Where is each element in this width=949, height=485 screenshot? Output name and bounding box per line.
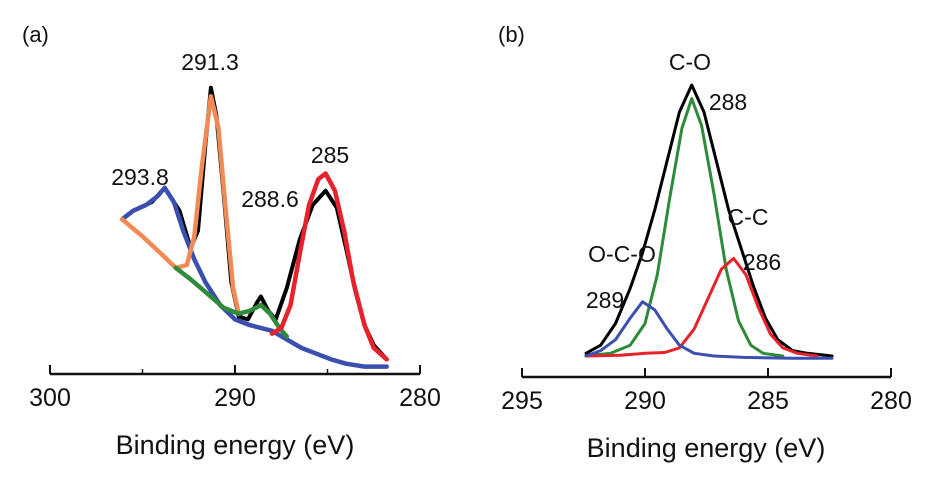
panel-b-series-o-c-o-fit-289 — [584, 300, 834, 360]
panel-a-annotation: 293.8 — [111, 164, 169, 190]
panel-b-annotation: 288 — [709, 89, 747, 115]
panel-a-label: (a) — [22, 22, 49, 47]
panel-b-x-axis-title: Binding energy (eV) — [587, 433, 826, 463]
panel-a-x-tick-label: 290 — [214, 384, 256, 412]
panel-a-series-peak-285-fit — [269, 171, 389, 362]
panel-a-series-background-293-8-fit — [119, 185, 389, 369]
panel-a-annotation: 288.6 — [241, 186, 299, 212]
panel-b-annotation: C-O — [669, 49, 711, 75]
panel-b-series-measured — [584, 83, 834, 358]
panel-a-x-axis-title: Binding energy (eV) — [116, 430, 355, 460]
panel-a-series-measured — [120, 85, 389, 362]
panel-a-x-tick-label: 280 — [399, 384, 441, 412]
panel-a-annotation: 291.3 — [181, 49, 239, 75]
panel-b: (b) 295 290 285 280 C-O 288 C-C 286 O-C-O 289 Bi… — [498, 22, 912, 463]
panel-a-annotation: 285 — [311, 142, 349, 168]
panel-b-annotation: O-C-O — [588, 241, 656, 267]
panel-b-annotation: 289 — [586, 287, 624, 313]
panel-b-series-c-c-fit-286 — [584, 256, 819, 358]
panel-b-x-tick-label: 290 — [624, 387, 666, 415]
panel-b-x-tick-label: 285 — [747, 387, 789, 415]
panel-a-series-peak-291-3-fit — [119, 94, 241, 316]
panel-a-x-tick-label: 300 — [29, 384, 71, 412]
panel-a-series-peak-288-6-fit — [173, 265, 290, 339]
panel-b-annotation: C-C — [728, 204, 769, 230]
panel-b-x-tick-label: 280 — [870, 387, 912, 415]
panel-b-x-tick-label: 295 — [501, 387, 543, 415]
panel-b-label: (b) — [498, 22, 525, 47]
panel-b-annotation: 286 — [743, 249, 781, 275]
panel-b-series-c-o-fit-288 — [584, 97, 785, 358]
panel-a: (a) 300 290 280 293.8 291.3 288.6 285 Binding… — [22, 22, 441, 460]
